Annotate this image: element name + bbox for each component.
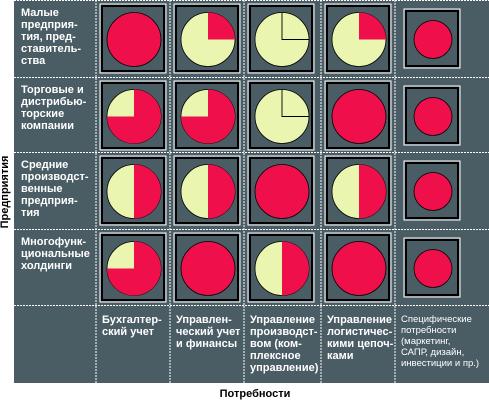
cell-outer-frame xyxy=(99,155,167,226)
column-label-2: Управлен- ческий учет и финансы xyxy=(176,314,241,350)
coverage-pie-full xyxy=(331,241,387,296)
cell-r1-c1 xyxy=(99,3,167,74)
cell-r2-c1 xyxy=(99,80,167,151)
coverage-pie-full xyxy=(413,97,453,136)
cell-r3-c3 xyxy=(247,155,315,226)
cell-outer-frame xyxy=(324,232,392,303)
cell-r3-c1 xyxy=(99,155,167,226)
cell-outer-frame xyxy=(324,80,392,151)
y-axis-label: Предприятия xyxy=(0,155,11,229)
coverage-pie-full xyxy=(180,241,236,296)
coverage-pie-sector xyxy=(282,241,309,296)
row-label-2: Торговые и дистрибью- торские компании xyxy=(21,84,87,132)
cell-r4-c4 xyxy=(324,232,392,303)
cell-outer-frame xyxy=(99,3,167,74)
cell-outer-frame xyxy=(173,232,241,303)
coverage-pie-sector xyxy=(208,12,235,40)
cell-outer-frame xyxy=(403,85,461,146)
cell-r3-c5 xyxy=(403,160,461,221)
coverage-pie-full xyxy=(106,12,162,67)
cell-outer-frame xyxy=(173,80,241,151)
cell-outer-frame xyxy=(403,160,461,221)
row-label-1: Малые предприя- тия, пред- ставитель- ст… xyxy=(21,7,82,67)
cell-outer-frame xyxy=(247,232,315,303)
coverage-pie-sector xyxy=(359,164,386,219)
column-label-4: Управление логистичес- кими цепоч- ками xyxy=(327,314,394,362)
cell-outer-frame xyxy=(173,155,241,226)
coverage-pie-sector xyxy=(134,164,161,219)
coverage-pie-full xyxy=(413,249,453,288)
coverage-pie-guide xyxy=(281,12,309,40)
coverage-pie-full xyxy=(254,164,310,219)
cell-r2-c5 xyxy=(403,85,461,146)
coverage-pie-guide xyxy=(281,89,309,117)
cell-r2-c4 xyxy=(324,80,392,151)
cell-outer-frame xyxy=(324,155,392,226)
cell-r3-c4 xyxy=(324,155,392,226)
coverage-pie-sector xyxy=(181,89,235,144)
cell-r3-c2 xyxy=(173,155,241,226)
coverage-pie-full xyxy=(413,20,453,59)
cell-outer-frame xyxy=(99,232,167,303)
cell-r2-c3 xyxy=(247,80,315,151)
cell-outer-frame xyxy=(247,155,315,226)
cell-r1-c2 xyxy=(173,3,241,74)
cell-r4-c5 xyxy=(403,237,461,298)
cell-outer-frame xyxy=(99,80,167,151)
x-axis-label: Потребности xyxy=(219,388,291,400)
cell-r1-c4 xyxy=(324,3,392,74)
column-label-1: Бухгалтер- ский учет xyxy=(102,314,162,338)
row-label-3: Средние производст- венные предприя- тия xyxy=(21,159,89,219)
coverage-pie-sector xyxy=(208,164,235,219)
cell-r1-c5 xyxy=(403,8,461,69)
coverage-pie-full xyxy=(413,172,453,211)
cell-outer-frame xyxy=(324,3,392,74)
coverage-pie-sector xyxy=(107,89,161,144)
coverage-pie-full xyxy=(331,89,387,144)
cell-outer-frame xyxy=(173,3,241,74)
column-label-3: Управление производст- вом (ком- плексно… xyxy=(250,314,319,374)
cell-r4-c2 xyxy=(173,232,241,303)
column-label-5: Специфические потребности (маркетинг, СА… xyxy=(401,314,480,369)
cell-r4-c3 xyxy=(247,232,315,303)
cell-outer-frame xyxy=(247,80,315,151)
cell-outer-frame xyxy=(247,3,315,74)
cell-outer-frame xyxy=(403,8,461,69)
cell-r4-c1 xyxy=(99,232,167,303)
cell-r1-c3 xyxy=(247,3,315,74)
row-label-4: Многофунк- циональные холдинги xyxy=(21,236,90,272)
cell-outer-frame xyxy=(403,237,461,298)
coverage-pie-sector xyxy=(107,241,161,296)
cell-r2-c2 xyxy=(173,80,241,151)
coverage-pie-sector xyxy=(359,12,386,40)
